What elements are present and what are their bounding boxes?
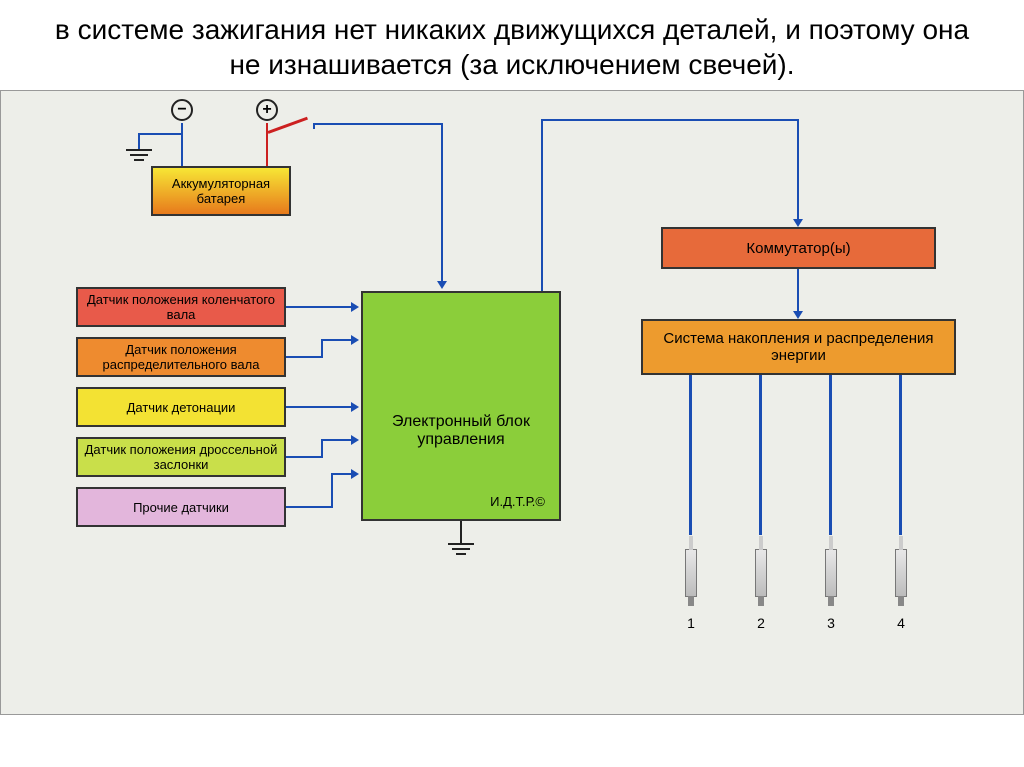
wire [286, 506, 331, 508]
wire [321, 439, 323, 458]
wire [321, 339, 351, 341]
wire [689, 375, 692, 535]
wire [321, 439, 351, 441]
wire [797, 119, 799, 219]
page-title: в системе зажигания нет никаких движущих… [0, 0, 1024, 90]
wire [829, 375, 832, 535]
wire [797, 269, 799, 311]
wire [266, 123, 268, 166]
wire [331, 473, 333, 508]
sensor-throttle: Датчик положения дроссельной заслонки [76, 437, 286, 477]
wire [138, 133, 140, 149]
sparkplug: 2 [752, 549, 770, 631]
commutator-box: Коммутатор(ы) [661, 227, 936, 269]
sparkplug: 3 [822, 549, 840, 631]
wire [181, 123, 183, 166]
wire [460, 521, 462, 543]
sensor-knock: Датчик детонации [76, 387, 286, 427]
wire [899, 375, 902, 535]
sensor-camshaft: Датчик положения распределительного вала [76, 337, 286, 377]
wire [441, 123, 443, 281]
wire [313, 123, 443, 125]
ignition-diagram: Аккумуляторная батарея − + Датчик положе… [0, 90, 1024, 715]
wire [541, 119, 543, 291]
battery-box: Аккумуляторная батарея [151, 166, 291, 216]
wire [138, 133, 182, 135]
ecu-box: Электронный блок управления И.Д.Т.Р.© [361, 291, 561, 521]
minus-icon: − [171, 99, 193, 121]
battery-label: Аккумуляторная батарея [157, 176, 285, 206]
ecu-label: Электронный блок управления [367, 413, 555, 449]
wire [286, 356, 321, 358]
wire [321, 339, 323, 358]
commutator-label: Коммутатор(ы) [746, 240, 850, 257]
storage-label: Система накопления и распределения энерг… [647, 330, 950, 364]
wire [759, 375, 762, 535]
wire [286, 456, 321, 458]
wire [286, 306, 351, 308]
wire [541, 119, 799, 121]
wire [286, 406, 351, 408]
sensor-crankshaft: Датчик положения коленчатого вала [76, 287, 286, 327]
ecu-sub: И.Д.Т.Р.© [490, 494, 545, 509]
sparkplug: 1 [682, 549, 700, 631]
sparkplug: 4 [892, 549, 910, 631]
wire [331, 473, 351, 475]
storage-box: Система накопления и распределения энерг… [641, 319, 956, 375]
plus-icon: + [256, 99, 278, 121]
sensor-other: Прочие датчики [76, 487, 286, 527]
switch-wire [267, 117, 307, 134]
